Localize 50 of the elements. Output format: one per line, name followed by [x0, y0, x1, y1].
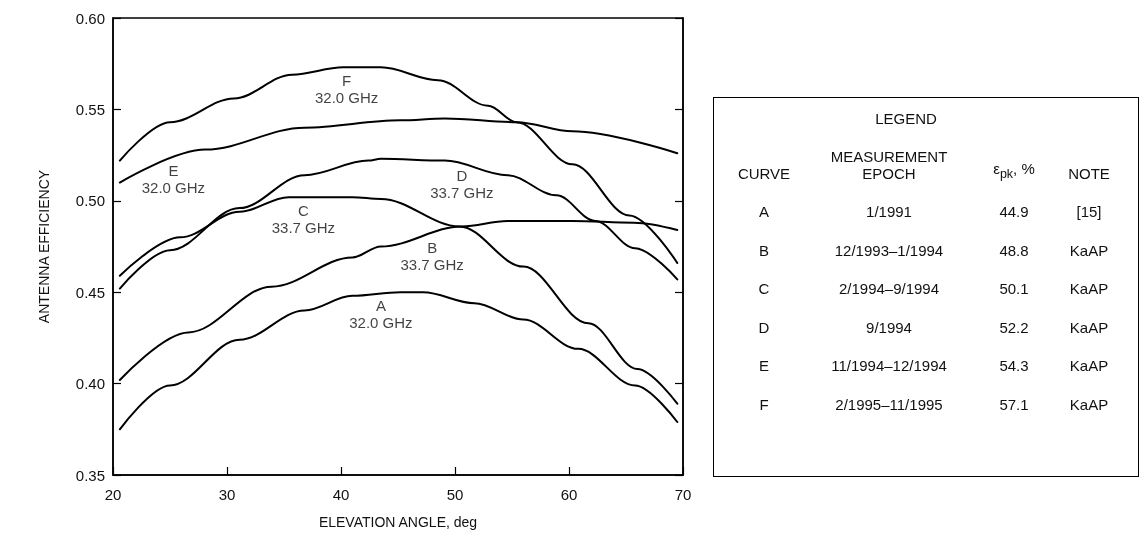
x-tick-label: 30	[218, 486, 236, 503]
x-tick-label: 40	[332, 486, 350, 503]
text: KaAP	[1068, 241, 1110, 259]
text: 48.8	[998, 241, 1030, 259]
text: KaAP	[1068, 395, 1110, 413]
annotation: D 33.7 GHz	[430, 167, 494, 202]
text: C	[757, 280, 771, 298]
text: ε$_{pk}$, %	[992, 160, 1036, 182]
y-tick-label: 0.50	[75, 192, 105, 210]
text: CURVE	[736, 164, 792, 182]
text: 12/1993–1/1994	[833, 241, 945, 259]
text: NOTE	[1067, 164, 1111, 182]
text: MEASUREMENT EPOCH	[829, 148, 949, 182]
y-axis-title: ANTENNA EFFICIENCY	[36, 169, 52, 324]
y-tick-label: 0.40	[75, 375, 105, 393]
text: LEGEND	[874, 110, 938, 127]
annotation: B 33.7 GHz	[400, 238, 464, 273]
text: 9/1994	[865, 318, 913, 336]
y-tick-label: 0.35	[75, 466, 105, 484]
x-tick-label: 20	[104, 486, 122, 503]
annotation: F 32.0 GHz	[315, 72, 379, 107]
x-tick-label: 70	[674, 486, 692, 503]
text: 2/1994–9/1994	[837, 280, 941, 298]
text: F	[758, 395, 770, 413]
annotation: A 32.0 GHz	[349, 297, 413, 332]
text: KaAP	[1068, 318, 1110, 336]
text: [15]	[1075, 203, 1103, 221]
y-tick-label: 0.60	[75, 9, 105, 27]
text: KaAP	[1068, 280, 1110, 298]
line-series	[118, 291, 679, 431]
text: 11/1994–12/1994	[830, 357, 948, 375]
y-tick-label: 0.55	[75, 100, 105, 118]
x-tick-label: 60	[560, 486, 578, 503]
text: B	[758, 241, 770, 259]
text: 2/1995–11/1995	[834, 395, 944, 413]
text: 44.9	[998, 203, 1030, 221]
text: KaAP	[1068, 357, 1110, 375]
text: A	[758, 203, 770, 221]
x-tick-label: 50	[446, 486, 464, 503]
text: 52.2	[998, 318, 1030, 336]
x-axis-title: ELEVATION ANGLE, deg	[318, 514, 478, 530]
text: E	[758, 357, 770, 375]
text: D	[757, 318, 771, 336]
text: 50.1	[998, 280, 1030, 298]
annotation: E 32.0 GHz	[141, 161, 206, 196]
annotation: C 33.7 GHz	[271, 202, 336, 237]
text: 57.1	[998, 395, 1030, 413]
text: 54.3	[998, 357, 1030, 375]
y-tick-label: 0.45	[75, 283, 105, 301]
text: 1/1991	[865, 203, 913, 221]
